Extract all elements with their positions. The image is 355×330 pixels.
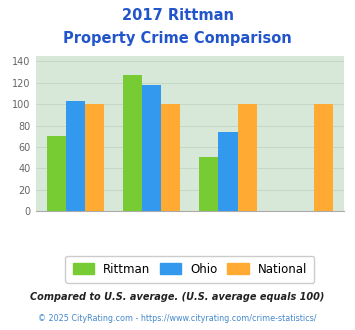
Bar <box>237 104 257 211</box>
Text: Property Crime Comparison: Property Crime Comparison <box>63 31 292 46</box>
Bar <box>200 157 218 211</box>
Bar <box>314 104 333 211</box>
Bar <box>85 104 104 211</box>
Legend: Rittman, Ohio, National: Rittman, Ohio, National <box>65 256 315 283</box>
Bar <box>142 85 162 211</box>
Bar <box>66 101 85 211</box>
Bar <box>123 75 142 211</box>
Bar <box>47 136 66 211</box>
Text: © 2025 CityRating.com - https://www.cityrating.com/crime-statistics/: © 2025 CityRating.com - https://www.city… <box>38 314 317 323</box>
Bar <box>162 104 180 211</box>
Text: Compared to U.S. average. (U.S. average equals 100): Compared to U.S. average. (U.S. average … <box>30 292 325 302</box>
Text: 2017 Rittman: 2017 Rittman <box>121 8 234 23</box>
Bar <box>218 132 237 211</box>
